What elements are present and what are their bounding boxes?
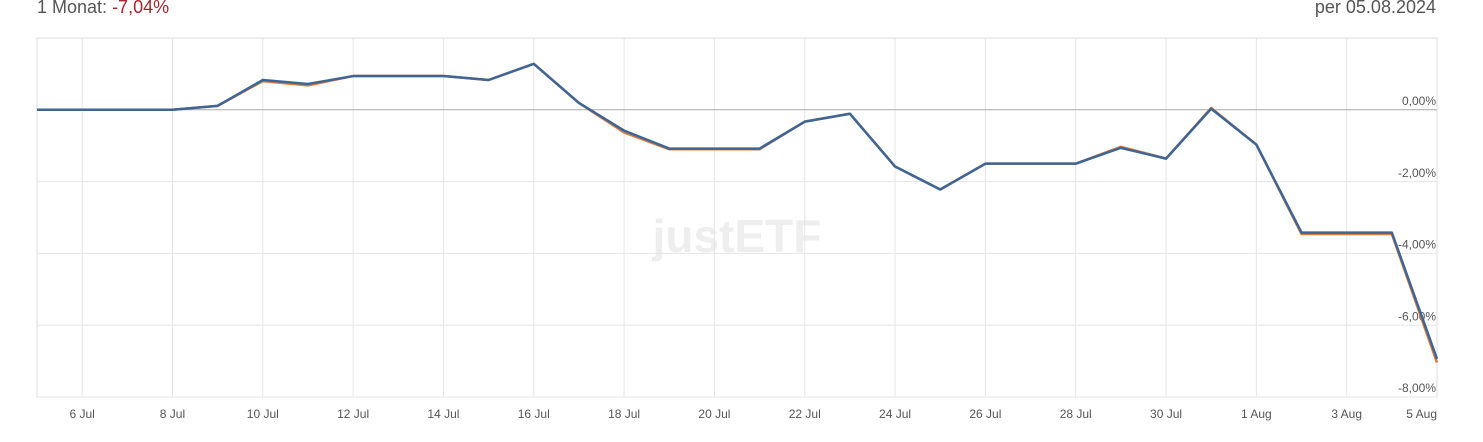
y-tick-label: 0,00% <box>1402 94 1436 108</box>
x-tick-label: 20 Jul <box>698 407 730 421</box>
x-tick-label: 24 Jul <box>879 407 911 421</box>
y-tick-label: -8,00% <box>1398 381 1436 395</box>
x-tick-label: 8 Jul <box>160 407 185 421</box>
x-tick-label: 10 Jul <box>247 407 279 421</box>
x-tick-label: 3 Aug <box>1331 407 1362 421</box>
period-change: -7,04% <box>112 0 169 17</box>
series-line <box>37 62 1439 360</box>
chart-title: 1 Monat: -7,04% <box>37 0 169 17</box>
x-tick-label: 1 Aug <box>1241 407 1272 421</box>
x-tick-label: 14 Jul <box>427 407 459 421</box>
x-tick-label: 28 Jul <box>1060 407 1092 421</box>
x-tick-label: 26 Jul <box>969 407 1001 421</box>
x-tick-label: 22 Jul <box>789 407 821 421</box>
x-tick-label: 16 Jul <box>518 407 550 421</box>
x-tick-label: 6 Jul <box>69 407 94 421</box>
chart-date: per 05.08.2024 <box>1315 0 1436 17</box>
x-tick-label: 18 Jul <box>608 407 640 421</box>
y-tick-label: -2,00% <box>1398 166 1436 180</box>
x-tick-label: 5 Aug <box>1406 407 1437 421</box>
y-tick-label: -6,00% <box>1398 309 1436 323</box>
x-tick-label: 12 Jul <box>337 407 369 421</box>
y-tick-label: -4,00% <box>1398 238 1436 252</box>
period-label: 1 Monat: <box>37 0 107 17</box>
x-tick-label: 30 Jul <box>1150 407 1182 421</box>
watermark: justETF <box>652 210 822 262</box>
